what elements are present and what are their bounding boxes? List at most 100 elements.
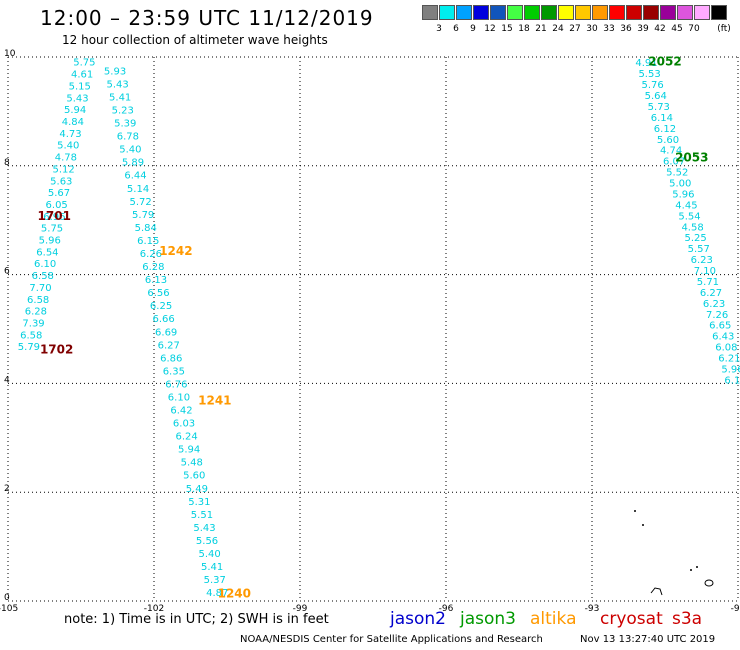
wave-height-value: 5.00 — [669, 179, 691, 190]
wave-height-value: 5.94 — [64, 105, 86, 116]
legend-tick-label: 70 — [688, 24, 700, 34]
wave-height-value: 5.31 — [188, 497, 210, 508]
wave-height-value: 5.71 — [697, 277, 719, 288]
wave-height-value: 5.41 — [201, 562, 223, 573]
pass-time-label: 1241 — [198, 394, 231, 408]
island-outline — [650, 587, 663, 596]
wave-height-value: 6.66 — [152, 314, 174, 325]
lon-tick-label: -105 — [0, 604, 18, 614]
lon-tick-label: -99 — [293, 604, 308, 614]
wave-height-value: 5.96 — [672, 189, 694, 200]
wave-height-value: 6.03 — [173, 419, 195, 430]
wave-height-value: 6.58 — [20, 330, 42, 341]
page-title: 12:00 – 23:59 UTC 11/12/2019 — [40, 6, 374, 30]
pass-time-label: 1701 — [38, 209, 71, 223]
wave-height-value: 4.45 — [675, 200, 697, 211]
wave-height-value: 4.58 — [681, 222, 703, 233]
wave-height-value: 5.57 — [688, 244, 710, 255]
wave-height-value: 6.43 — [712, 332, 734, 343]
wave-height-value: 6.21 — [718, 354, 740, 365]
wave-height-value: 5.41 — [109, 92, 131, 103]
wave-height-value: 4.78 — [55, 153, 77, 164]
legend-swatch — [473, 5, 489, 20]
wave-height-value: 5.76 — [642, 80, 664, 91]
wave-height-value: 5.40 — [119, 145, 141, 156]
wave-height-value: 5.60 — [183, 471, 205, 482]
wave-height-value: 5.67 — [48, 188, 70, 199]
legend-tick-label: 42 — [654, 24, 666, 34]
legend-swatch — [558, 5, 574, 20]
wave-height-value: 4.61 — [71, 70, 93, 81]
wave-height-value: 6.14 — [651, 113, 673, 124]
lat-tick-label: 6 — [4, 267, 10, 277]
wave-height-value: 5.89 — [122, 158, 144, 169]
wave-height-value: 6.07 — [663, 157, 685, 168]
legend-tick-label: 18 — [518, 24, 530, 34]
wave-height-value: 7.10 — [694, 266, 716, 277]
wave-height-value: 5.48 — [181, 458, 203, 469]
legend-swatch — [490, 5, 506, 20]
wave-height-value: 4.87 — [206, 588, 228, 599]
legend-swatch — [456, 5, 472, 20]
legend-tick-label: 15 — [501, 24, 513, 34]
lon-tick-label: -102 — [144, 604, 164, 614]
wave-height-value: 5.40 — [198, 549, 220, 560]
wave-height-value: 5.12 — [52, 164, 74, 175]
credit-text: NOAA/NESDIS Center for Satellite Applica… — [240, 634, 543, 645]
satellite-jason2: jason2 — [390, 609, 446, 629]
wave-height-value: 7.39 — [22, 319, 44, 330]
wave-height-value: 6.28 — [25, 307, 47, 318]
wave-height-value: 4.73 — [59, 129, 81, 140]
legend-unit: (ft) — [717, 24, 731, 34]
legend-tick-label: 3 — [436, 24, 442, 34]
lat-tick-label: 8 — [4, 158, 10, 168]
legend-swatch — [711, 5, 727, 20]
legend-tick-label: 39 — [637, 24, 649, 34]
wave-height-value: 5.54 — [678, 211, 700, 222]
legend-tick-label: 30 — [586, 24, 598, 34]
island-outline — [642, 524, 644, 526]
legend-swatch — [541, 5, 557, 20]
pass-time-label: 2052 — [648, 55, 681, 69]
legend-tick-label: 24 — [552, 24, 564, 34]
island-outline — [634, 510, 636, 512]
legend-swatch — [660, 5, 676, 20]
wave-height-value: 5.64 — [645, 91, 667, 102]
legend-swatch — [643, 5, 659, 20]
wave-height-value: 5.79 — [132, 210, 154, 221]
legend-swatch — [507, 5, 523, 20]
legend-swatch — [609, 5, 625, 20]
legend-tick-label: 27 — [569, 24, 581, 34]
wave-height-value: 5.72 — [129, 197, 151, 208]
wave-height-value: 6.26 — [140, 249, 162, 260]
wave-height-value: 6.08 — [715, 343, 737, 354]
legend-tick-label: 12 — [484, 24, 496, 34]
wave-height-value: 6.05 — [46, 200, 68, 211]
satellite-cryosat: cryosat — [600, 609, 663, 629]
legend-swatch — [422, 5, 438, 20]
wave-height-value: 5.37 — [204, 575, 226, 586]
legend-swatch — [439, 5, 455, 20]
legend-tick-label: 21 — [535, 24, 547, 34]
satellite-jason3: jason3 — [460, 609, 516, 629]
legend-tick-label: 33 — [603, 24, 615, 34]
wave-height-value: 7.26 — [706, 310, 728, 321]
wave-height-value: 6.44 — [124, 171, 146, 182]
wave-height-value: 5.73 — [648, 102, 670, 113]
wave-height-value: 5.43 — [193, 523, 215, 534]
pass-time-label: 2053 — [675, 150, 708, 164]
wave-height-value: 6.23 — [691, 255, 713, 266]
legend-tick-label: 45 — [671, 24, 683, 34]
wave-height-value: 6.69 — [155, 327, 177, 338]
wave-height-value: 5.43 — [106, 79, 128, 90]
legend-swatch — [575, 5, 591, 20]
wave-height-value: 6.13 — [145, 275, 167, 286]
wave-height-value: 5.14 — [127, 184, 149, 195]
wave-height-value: 6.65 — [709, 321, 731, 332]
wave-height-value: 6.78 — [117, 132, 139, 143]
wave-height-value: 5.79 — [18, 342, 40, 353]
wave-height-value: 6.27 — [700, 288, 722, 299]
wave-height-value: 6.58 — [32, 271, 54, 282]
generated-timestamp: Nov 13 13:27:40 UTC 2019 — [580, 634, 716, 645]
legend-tick-label: 9 — [470, 24, 476, 34]
